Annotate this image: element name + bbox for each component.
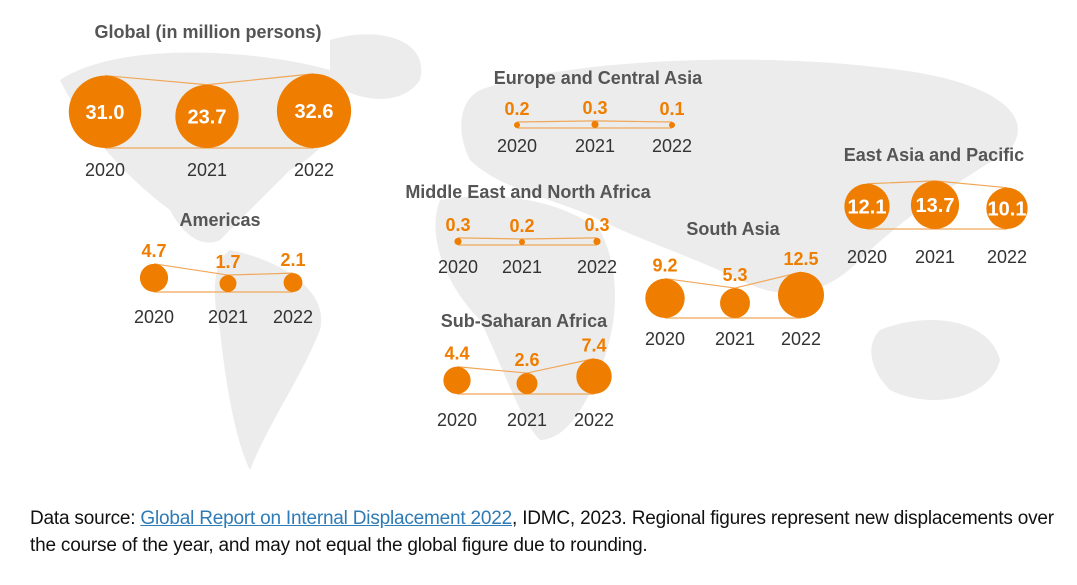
bubble-2021 [175,84,239,148]
value-label: 10.1 [988,198,1027,220]
region-title: Americas [179,210,260,230]
value-label: 7.4 [581,336,606,356]
value-label: 0.3 [445,215,470,235]
bubble-2021 [516,373,538,395]
region-title: Sub-Saharan Africa [441,311,608,331]
region-title: Middle East and North Africa [405,182,651,202]
map-africa [435,196,615,440]
value-label: 0.3 [584,215,609,235]
year-label: 2022 [574,410,614,430]
year-label: 2020 [438,257,478,277]
value-label: 2.1 [280,250,305,270]
year-label: 2021 [187,160,227,180]
region-title: South Asia [686,219,780,239]
year-label: 2021 [915,247,955,267]
year-label: 2021 [575,136,615,156]
value-label: 23.7 [188,106,227,128]
region-title: Europe and Central Asia [494,68,703,88]
bubble-2021 [219,275,237,292]
bubble-2020 [514,122,520,128]
value-label: 12.5 [783,249,818,269]
value-label: 5.3 [722,265,747,285]
bubble-2022 [283,273,303,292]
year-label: 2021 [507,410,547,430]
bubble-2020 [844,183,890,229]
year-label: 2022 [987,247,1027,267]
region-group: South Asia 9.2 2020 5.3 2021 12.5 2022 [645,219,824,349]
year-label: 2020 [645,329,685,349]
year-label: 2020 [85,160,125,180]
year-label: 2021 [502,257,542,277]
year-label: 2022 [577,257,617,277]
year-label: 2020 [847,247,887,267]
region-group: Europe and Central Asia 0.2 2020 0.3 2021 0.1… [494,68,703,156]
value-label: 1.7 [215,252,240,272]
value-label: 4.4 [444,344,469,364]
note-prefix: Data source: [30,508,141,529]
year-label: 2022 [652,136,692,156]
value-label: 0.2 [504,99,529,119]
bubble-map-chart: Global (in million persons) 31.0 2020 23.7 2… [60,22,1028,470]
report-link[interactable]: Global Report on Internal Displacement 2… [140,508,513,529]
bubble-2020 [139,263,169,292]
bubble-2022 [576,358,612,394]
year-label: 2020 [134,307,174,327]
year-label: 2021 [208,307,248,327]
bubble-2020 [443,366,471,394]
bubble-2022 [276,73,352,148]
world-map-background [60,34,1018,470]
chart-svg: Global (in million persons) 31.0 2020 23.7 2… [60,22,1028,470]
year-label: 2020 [437,410,477,430]
note-suffix: , IDMC, 2023. Regional figures represent… [30,508,1054,556]
value-label: 9.2 [652,256,677,276]
value-label: 0.1 [659,99,684,119]
value-label: 4.7 [141,241,166,261]
value-label: 12.1 [848,196,887,218]
bubble-2021 [519,239,525,245]
bubble-2021 [720,288,750,319]
year-label: 2020 [497,136,537,156]
region-group: East Asia and Pacific 12.1 2020 13.7 2021 10.… [844,145,1028,267]
bubble-2021 [591,120,599,128]
bubble-2020 [68,75,142,148]
bubble-2022 [778,272,824,319]
value-label: 13.7 [916,195,955,217]
year-label: 2022 [273,307,313,327]
top-connector-line [664,271,802,289]
bubble-2022 [986,187,1028,230]
bubble-2020 [454,237,462,245]
region-title: East Asia and Pacific [844,145,1024,165]
map-australia [871,320,1000,400]
map-greenland [330,34,422,99]
bubble-2022 [669,122,675,128]
region-group: Global (in million persons) 31.0 2020 23.7 2… [68,22,352,180]
year-label: 2021 [715,329,755,349]
data-source-note: Data source: Global Report on Internal D… [30,505,1060,559]
year-label: 2022 [781,329,821,349]
value-label: 0.3 [582,98,607,118]
map-europe-asia [461,59,1018,294]
bubble-2020 [645,278,685,318]
year-label: 2022 [294,160,334,180]
value-label: 32.6 [295,101,334,123]
region-title: Global (in million persons) [94,22,321,42]
top-connector-line [866,180,1008,189]
top-connector-line [456,358,595,374]
bubble-2022 [593,237,601,245]
value-label: 0.2 [509,216,534,236]
region-group: Middle East and North Africa 0.3 2020 0.2 20… [405,182,651,277]
value-label: 31.0 [86,102,125,124]
region-group: Americas 4.7 2020 1.7 2021 2.1 2022 [134,210,313,327]
map-south-america [214,250,322,470]
value-label: 2.6 [514,350,539,370]
bubble-2021 [910,180,960,230]
region-group: Sub-Saharan Africa 4.4 2020 2.6 2021 7.4 2022 [437,311,614,430]
